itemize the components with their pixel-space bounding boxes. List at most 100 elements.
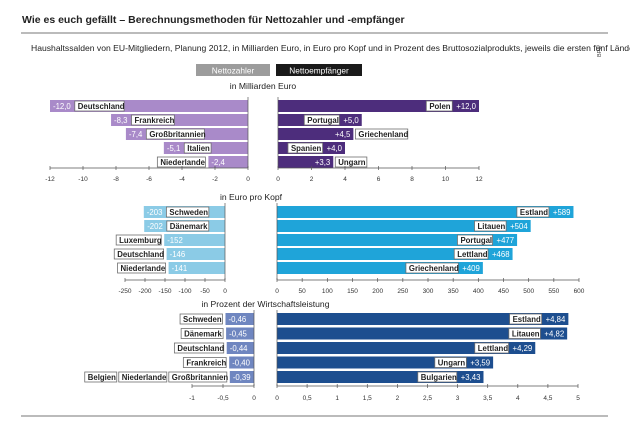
data-label: -0,40 [232, 359, 250, 368]
tick-label: -50 [200, 288, 210, 295]
category-label: Portugal [307, 116, 339, 125]
category-label: Großbritannien [172, 373, 229, 382]
data-label: +504 [510, 222, 528, 231]
category-label: Estland [513, 315, 541, 324]
tick-label: -4 [179, 176, 185, 183]
data-label: -203 [147, 208, 163, 217]
category-label: Griechenland [409, 264, 459, 273]
source-label: BPB [597, 46, 603, 57]
tick-label: -2 [212, 176, 218, 183]
data-label: +409 [462, 264, 480, 273]
data-label: +5,0 [343, 116, 359, 125]
chart-panels: in Milliarden Euro -12,0 Deutschland -8,3 Fr… [45, 81, 585, 402]
tick-label: 0 [223, 288, 227, 295]
data-label: +468 [492, 250, 510, 259]
tick-label: -100 [178, 288, 191, 295]
data-label: +4,0 [327, 144, 343, 153]
category-label: Deutschland [78, 102, 125, 111]
data-label: +12,0 [456, 102, 476, 111]
data-label: -141 [172, 264, 188, 273]
panel-1: in Milliarden Euro -12,0 Deutschland -8,3 Fr… [45, 81, 483, 183]
tick-label: 2,5 [423, 395, 432, 402]
category-label: Schweden [183, 315, 222, 324]
tick-label: 50 [299, 288, 307, 295]
category-label: Spanien [291, 144, 322, 153]
panel-title: in Milliarden Euro [230, 81, 297, 91]
tick-label: 3 [456, 395, 460, 402]
tick-label: 1,5 [363, 395, 372, 402]
category-label: Deutschland [177, 344, 224, 353]
legend-recipients-label: Nettoempfänger [289, 66, 349, 76]
panel-title: in Euro pro Kopf [220, 192, 283, 202]
tick-label: 0,5 [303, 395, 312, 402]
panel-2: in Euro pro Kopf-203 Schweden-202 Dänemark… [114, 192, 585, 295]
data-label: -146 [170, 250, 186, 259]
tick-label: 400 [473, 288, 484, 295]
category-label: Portugal [460, 236, 492, 245]
category-label: Litauen [512, 330, 540, 339]
tick-label: 8 [410, 176, 414, 183]
data-label: -0,44 [230, 344, 248, 353]
data-label: +589 [553, 208, 571, 217]
tick-label: 5 [576, 395, 580, 402]
data-label: +477 [497, 236, 515, 245]
data-label: +3,43 [461, 373, 481, 382]
tick-label: -12 [45, 176, 55, 183]
panel-title: in Prozent der Wirtschaftsleistung [201, 299, 329, 309]
tick-label: 1 [335, 395, 339, 402]
tick-label: 2 [310, 176, 314, 183]
category-label: Frankreich [186, 359, 226, 368]
category-label: Frankreich [134, 116, 174, 125]
tick-label: 600 [574, 288, 585, 295]
category-label: Niederlande [121, 264, 166, 273]
tick-label: 350 [448, 288, 459, 295]
tick-label: -200 [138, 288, 151, 295]
data-label: -12,0 [53, 102, 71, 111]
panel-3: in Prozent der Wirtschaftsleistung -0,46 S… [85, 299, 580, 402]
category-label: Litauen [478, 222, 506, 231]
tick-label: 0 [246, 176, 250, 183]
data-label: -0,45 [229, 330, 247, 339]
legend-payers-label: Nettozahler [212, 66, 255, 76]
tick-label: 12 [475, 176, 483, 183]
data-label: +3,59 [470, 359, 490, 368]
category-label: Schweden [169, 208, 208, 217]
data-label: -0,46 [228, 315, 246, 324]
tick-label: 2 [396, 395, 400, 402]
tick-label: 0 [275, 395, 279, 402]
data-label: -8,3 [114, 116, 127, 125]
tick-label: 550 [548, 288, 559, 295]
category-label: Deutschland [117, 250, 164, 259]
tick-label: 10 [442, 176, 450, 183]
category-label: Niederlande [160, 158, 205, 167]
data-label: +4,29 [513, 344, 533, 353]
chart-subtitle: Haushaltssalden von EU-Mitgliedern, Plan… [31, 43, 630, 53]
data-label: -0,39 [233, 373, 251, 382]
chart-figure: Wie es euch gefällt – Berechnungsmethode… [0, 0, 630, 433]
tick-label: 200 [372, 288, 383, 295]
chart-title: Wie es euch gefällt – Berechnungsmethode… [22, 14, 405, 26]
data-label: +4,84 [546, 315, 566, 324]
category-label: Bulgarien [421, 373, 457, 382]
category-label: Ungarn [438, 359, 466, 368]
tick-label: 3,5 [483, 395, 492, 402]
tick-label: 0 [252, 395, 256, 402]
tick-label: 450 [498, 288, 509, 295]
tick-label: 0 [276, 176, 280, 183]
category-label: Polen [429, 102, 450, 111]
tick-label: 300 [423, 288, 434, 295]
tick-label: -150 [158, 288, 171, 295]
data-label: -2,4 [211, 158, 225, 167]
category-label: Belgien [88, 373, 116, 382]
category-label: Luxemburg [119, 236, 162, 245]
category-label: Lettland [457, 250, 488, 259]
category-label: Dänemark [170, 222, 208, 231]
tick-label: -10 [78, 176, 88, 183]
category-label: Niederlande [122, 373, 167, 382]
data-label: +3,3 [315, 158, 330, 167]
data-label: +4,82 [544, 330, 564, 339]
tick-label: 500 [523, 288, 534, 295]
data-label: -152 [167, 236, 183, 245]
tick-label: 6 [377, 176, 381, 183]
tick-label: -250 [118, 288, 131, 295]
